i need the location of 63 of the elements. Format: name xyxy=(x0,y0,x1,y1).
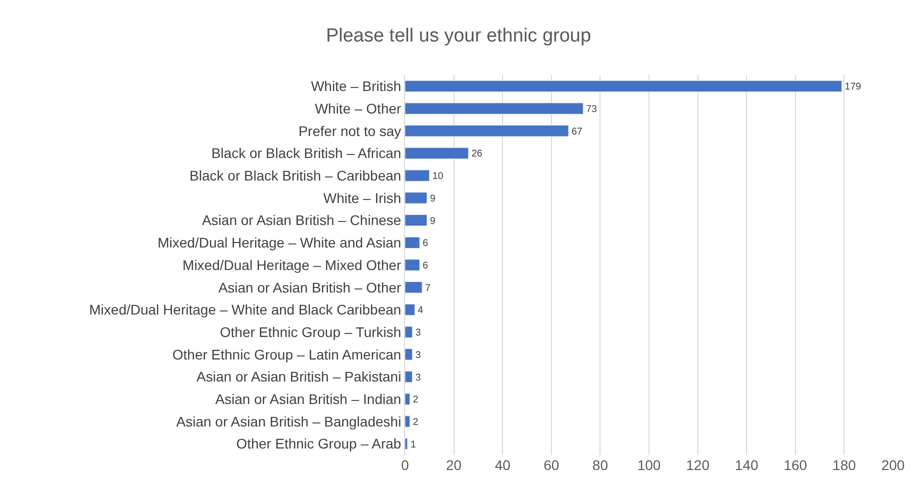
bar xyxy=(405,393,410,405)
bar xyxy=(405,416,410,428)
data-label: 3 xyxy=(415,328,421,339)
data-label: 2 xyxy=(412,416,418,428)
y-tick-label: Other Ethnic Group – Arab xyxy=(236,436,402,452)
data-label: 9 xyxy=(430,193,436,204)
x-tick-label: 20 xyxy=(446,457,462,473)
bar xyxy=(405,214,428,226)
bar xyxy=(405,170,430,182)
bar xyxy=(405,236,420,248)
y-tick-label: Asian or Asian British – Other xyxy=(218,279,402,296)
x-tick-label: 100 xyxy=(637,457,661,473)
data-label: 26 xyxy=(471,148,482,160)
bar xyxy=(405,147,469,160)
data-label: 6 xyxy=(422,260,428,272)
y-tick-label: Other Ethnic Group – Turkish xyxy=(220,324,402,340)
y-tick-label: Mixed/Dual Heritage – Mixed Other xyxy=(182,256,402,273)
data-label: 179 xyxy=(844,82,862,93)
y-tick-label: White – Irish xyxy=(323,190,402,206)
x-tick-label: 60 xyxy=(544,457,560,473)
x-tick-label: 80 xyxy=(592,457,608,473)
x-tick-label: 120 xyxy=(686,457,710,473)
y-tick-label: White – British xyxy=(310,78,402,94)
y-tick-label: Black or Black British – Caribbean xyxy=(190,167,402,184)
bar xyxy=(405,125,569,137)
data-label: 67 xyxy=(571,126,582,138)
chart-title: Please tell us your ethnic group xyxy=(326,25,592,46)
y-tick-label: Asian or Asian British – Indian xyxy=(215,391,402,408)
x-tick-label: 180 xyxy=(832,457,856,473)
y-tick-label: Asian or Asian British – Chinese xyxy=(202,212,402,228)
bar xyxy=(405,326,413,338)
bar xyxy=(405,348,413,360)
bar xyxy=(405,259,420,271)
bar xyxy=(405,80,842,92)
data-label: 7 xyxy=(425,282,431,294)
data-label: 9 xyxy=(430,216,436,227)
bar xyxy=(405,438,408,450)
y-tick-label: Asian or Asian British – Bangladeshi xyxy=(176,413,402,430)
y-tick-label: Black or Black British – African xyxy=(211,145,402,162)
data-label: 4 xyxy=(418,305,424,316)
bar xyxy=(405,192,428,204)
data-label: 6 xyxy=(422,238,428,250)
data-label: 2 xyxy=(412,394,418,406)
data-label: 1 xyxy=(410,439,416,450)
data-label: 3 xyxy=(415,372,421,384)
data-label: 3 xyxy=(415,350,421,361)
y-tick-label: Mixed/Dual Heritage – White and Asian xyxy=(158,234,402,251)
bar xyxy=(405,102,584,114)
bar xyxy=(405,304,416,316)
x-tick-label: 140 xyxy=(734,457,758,473)
y-tick-label: Asian or Asian British – Pakistani xyxy=(196,368,402,385)
y-tick-label: Mixed/Dual Heritage – White and Black Caribbean xyxy=(89,302,402,318)
x-tick-label: 40 xyxy=(494,457,511,473)
x-tick-label: 200 xyxy=(881,457,905,473)
y-tick-label: Prefer not to say xyxy=(298,122,402,139)
x-tick-label: 160 xyxy=(784,457,808,473)
data-label: 73 xyxy=(586,104,597,116)
data-label: 10 xyxy=(432,171,444,182)
x-tick-label: 0 xyxy=(401,457,410,473)
y-tick-label: White – Other xyxy=(314,100,402,116)
bar xyxy=(405,282,422,294)
y-tick-label: Other Ethnic Group – Latin American xyxy=(172,346,402,362)
bar xyxy=(405,370,413,383)
